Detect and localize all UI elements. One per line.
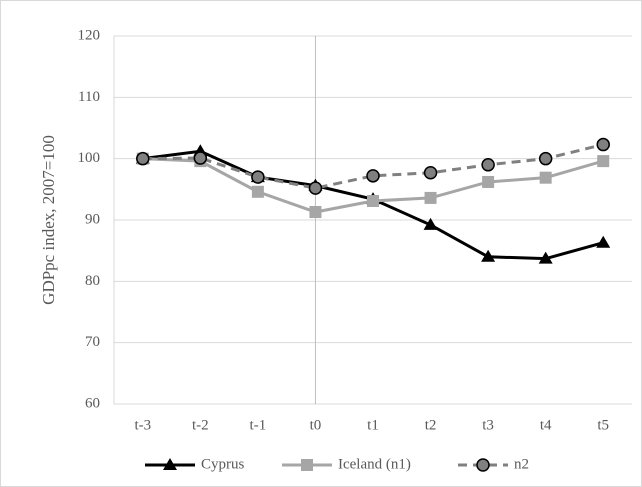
x-tick-label: t-3 xyxy=(134,417,151,433)
x-tick-label: t4 xyxy=(540,417,552,433)
data-point xyxy=(481,249,496,262)
data-point xyxy=(596,235,611,248)
legend-marker xyxy=(476,458,490,472)
x-tick-label: t-1 xyxy=(250,417,267,433)
data-point xyxy=(481,158,495,172)
data-point xyxy=(136,151,150,166)
series-line xyxy=(142,143,604,190)
x-tick-label: t2 xyxy=(425,417,437,433)
y-tick-label: 80 xyxy=(85,273,100,289)
data-point xyxy=(309,206,322,219)
y-tick-label: 120 xyxy=(78,27,101,43)
data-point xyxy=(367,194,379,207)
y-tick-label: 90 xyxy=(85,211,100,227)
data-point xyxy=(538,151,553,166)
legend-label: Iceland (n1) xyxy=(338,456,411,472)
legend-marker xyxy=(301,459,313,471)
data-point xyxy=(193,151,208,165)
legend-marker xyxy=(163,458,177,470)
data-point xyxy=(251,170,265,184)
data-point xyxy=(366,169,380,183)
data-point xyxy=(539,171,552,184)
data-point xyxy=(423,217,438,230)
data-point xyxy=(424,191,437,204)
legend-label: Cyprus xyxy=(201,456,245,472)
x-tick-label: t3 xyxy=(482,417,494,433)
y-tick-label: 70 xyxy=(85,334,100,350)
data-point xyxy=(423,166,438,180)
data-point xyxy=(308,181,323,195)
data-point xyxy=(538,251,553,264)
x-tick-label: t-2 xyxy=(192,417,209,433)
data-point xyxy=(597,155,610,168)
y-tick-label: 110 xyxy=(78,89,100,105)
legend-label: n2 xyxy=(514,456,529,472)
x-tick-label: t1 xyxy=(367,417,379,433)
data-point xyxy=(596,137,610,152)
y-tick-label: 60 xyxy=(85,395,100,411)
x-tick-label: t0 xyxy=(310,417,322,433)
data-point xyxy=(482,175,495,188)
y-tick-label: 100 xyxy=(78,150,101,166)
data-point xyxy=(251,185,264,198)
x-tick-label: t5 xyxy=(597,417,609,433)
y-axis-label: GDPpc index, 2007=100 xyxy=(39,135,58,305)
